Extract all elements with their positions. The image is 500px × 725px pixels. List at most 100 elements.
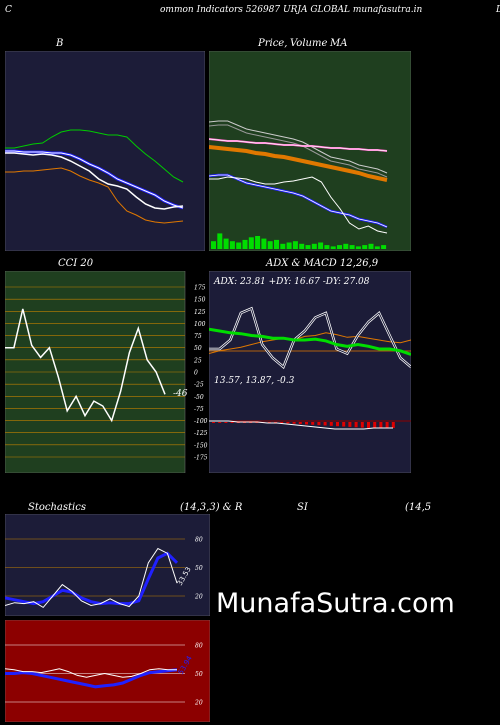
volume-bar [362,245,368,249]
volume-bar [274,239,279,249]
header-left: C [5,5,12,15]
price-chart [209,51,411,251]
osc-tick-label: 20 [194,700,203,707]
volume-bar [292,241,298,249]
stoch-label-c: SI [297,502,308,513]
macd-hist-bar [292,422,296,424]
volume-bar [368,243,374,249]
volume-bar [349,245,355,249]
ma-white-thin [209,138,388,152]
macd-hist-bar [367,422,370,428]
adx-minus-dy-line [209,332,411,354]
macd-hist-bar [391,422,395,428]
cci-tick-label: 175 [194,285,206,292]
brand-watermark: MunafaSutra.com [216,588,455,619]
osc-tick-label: 50 [195,671,203,678]
adx-macd-chart: ADX: 23.81 +DY: 16.67 -DY: 27.08 13.57, … [209,271,411,473]
adx-line [209,327,411,356]
rsi-blue-line [5,668,178,689]
cci-tick-label: -125 [194,430,208,437]
volume-bars [211,233,387,249]
bb-upper-band [5,129,184,183]
cci-label: CCI 20 [58,258,94,269]
macd-hist-bar [274,422,277,423]
osc-tick-label: 80 [195,537,203,544]
macd-hist-bar [224,422,228,423]
volume-bar [211,241,216,249]
volume-bar [280,243,286,249]
volume-bar [381,245,387,249]
cci-tick-label: 125 [194,309,206,316]
cci-tick-label: 100 [194,321,206,328]
volume-bar [355,246,361,249]
cci-tick-label: 25 [193,357,202,364]
macd-hist-bar [212,422,215,423]
adx-readout: ADX: 23.81 +DY: 16.67 -DY: 27.08 [213,277,370,287]
cci-tick-label: 50 [194,345,202,352]
cci-chart: 175 150 125 100 75 50 25 0 -25 -50 -75 -100 -125 -150… [5,271,208,473]
stoch-k-line [5,547,178,609]
macd-hist-bar [360,422,364,428]
volume-bar [330,246,336,249]
stoch-label-a: Stochastics [28,502,86,513]
macd-hist-bar [280,422,284,424]
volume-bar [242,239,248,249]
macd-hist-bar [342,422,346,427]
ma-orange [209,145,388,182]
macd-hist-bar [336,422,339,427]
volume-bar [248,237,254,249]
macd-hist-bar [373,422,377,428]
macd-hist-bar [348,422,352,427]
cci-tick-label: -75 [194,406,204,413]
volume-bar [318,242,324,249]
osc-tick-label: 20 [194,594,203,601]
bb-lower-band [5,167,184,224]
macd-hist-bar [329,422,333,426]
macd-hist-bar [379,422,383,428]
macd-readout: 13.57, 13.87, -0.3 [214,376,295,386]
price-label-a: Price, [258,38,288,49]
stoch-label-d: (14,5 [405,502,432,513]
bb-middle-white [5,150,184,209]
cci-tick-label: -50 [194,394,204,401]
price-line [209,176,388,234]
macd-hist-bar [354,422,358,428]
volume-bar [286,242,292,249]
osc-tick-label: 80 [195,643,203,650]
header-title: ommon Indicators 526987 URJA GLOBAL muna… [160,5,423,15]
stoch-panel [5,514,210,616]
ma-grey-a [209,120,388,174]
cci-tick-label: -175 [194,455,208,462]
macd-hist-bar [218,422,222,423]
cci-tick-label: 150 [194,297,206,304]
bb-chart [5,51,205,251]
cci-value: -46 [173,389,188,399]
volume-bar [223,238,229,249]
volume-bar [311,243,317,249]
stoch-d-line [5,551,179,606]
volume-bar [261,238,267,249]
cci-tick-label: -150 [194,442,208,449]
macd-hist-bar [305,422,308,425]
cci-tick-label: 0 [194,370,198,377]
volume-bar [337,245,342,249]
volume-bar [236,242,242,249]
macd-hist-bar [230,422,234,423]
price-label-c: MA [330,38,348,49]
volume-bar [324,245,330,249]
price-label-b: Volume [290,38,328,49]
header-right: D [496,5,500,15]
volume-bar [267,241,273,249]
adx-plus-dy-inner [209,307,411,368]
macd-hist-bar [298,422,302,425]
volume-bar [229,241,235,249]
bb-price-line [5,152,184,210]
macd-hist-bar [385,422,389,428]
volume-bar [343,243,349,249]
stoch-label-b: (14,3,3) & R [180,502,243,513]
cci-tick-label: -25 [194,382,204,389]
cci-tick-label: -100 [194,418,208,425]
bb-label: B [56,38,64,49]
